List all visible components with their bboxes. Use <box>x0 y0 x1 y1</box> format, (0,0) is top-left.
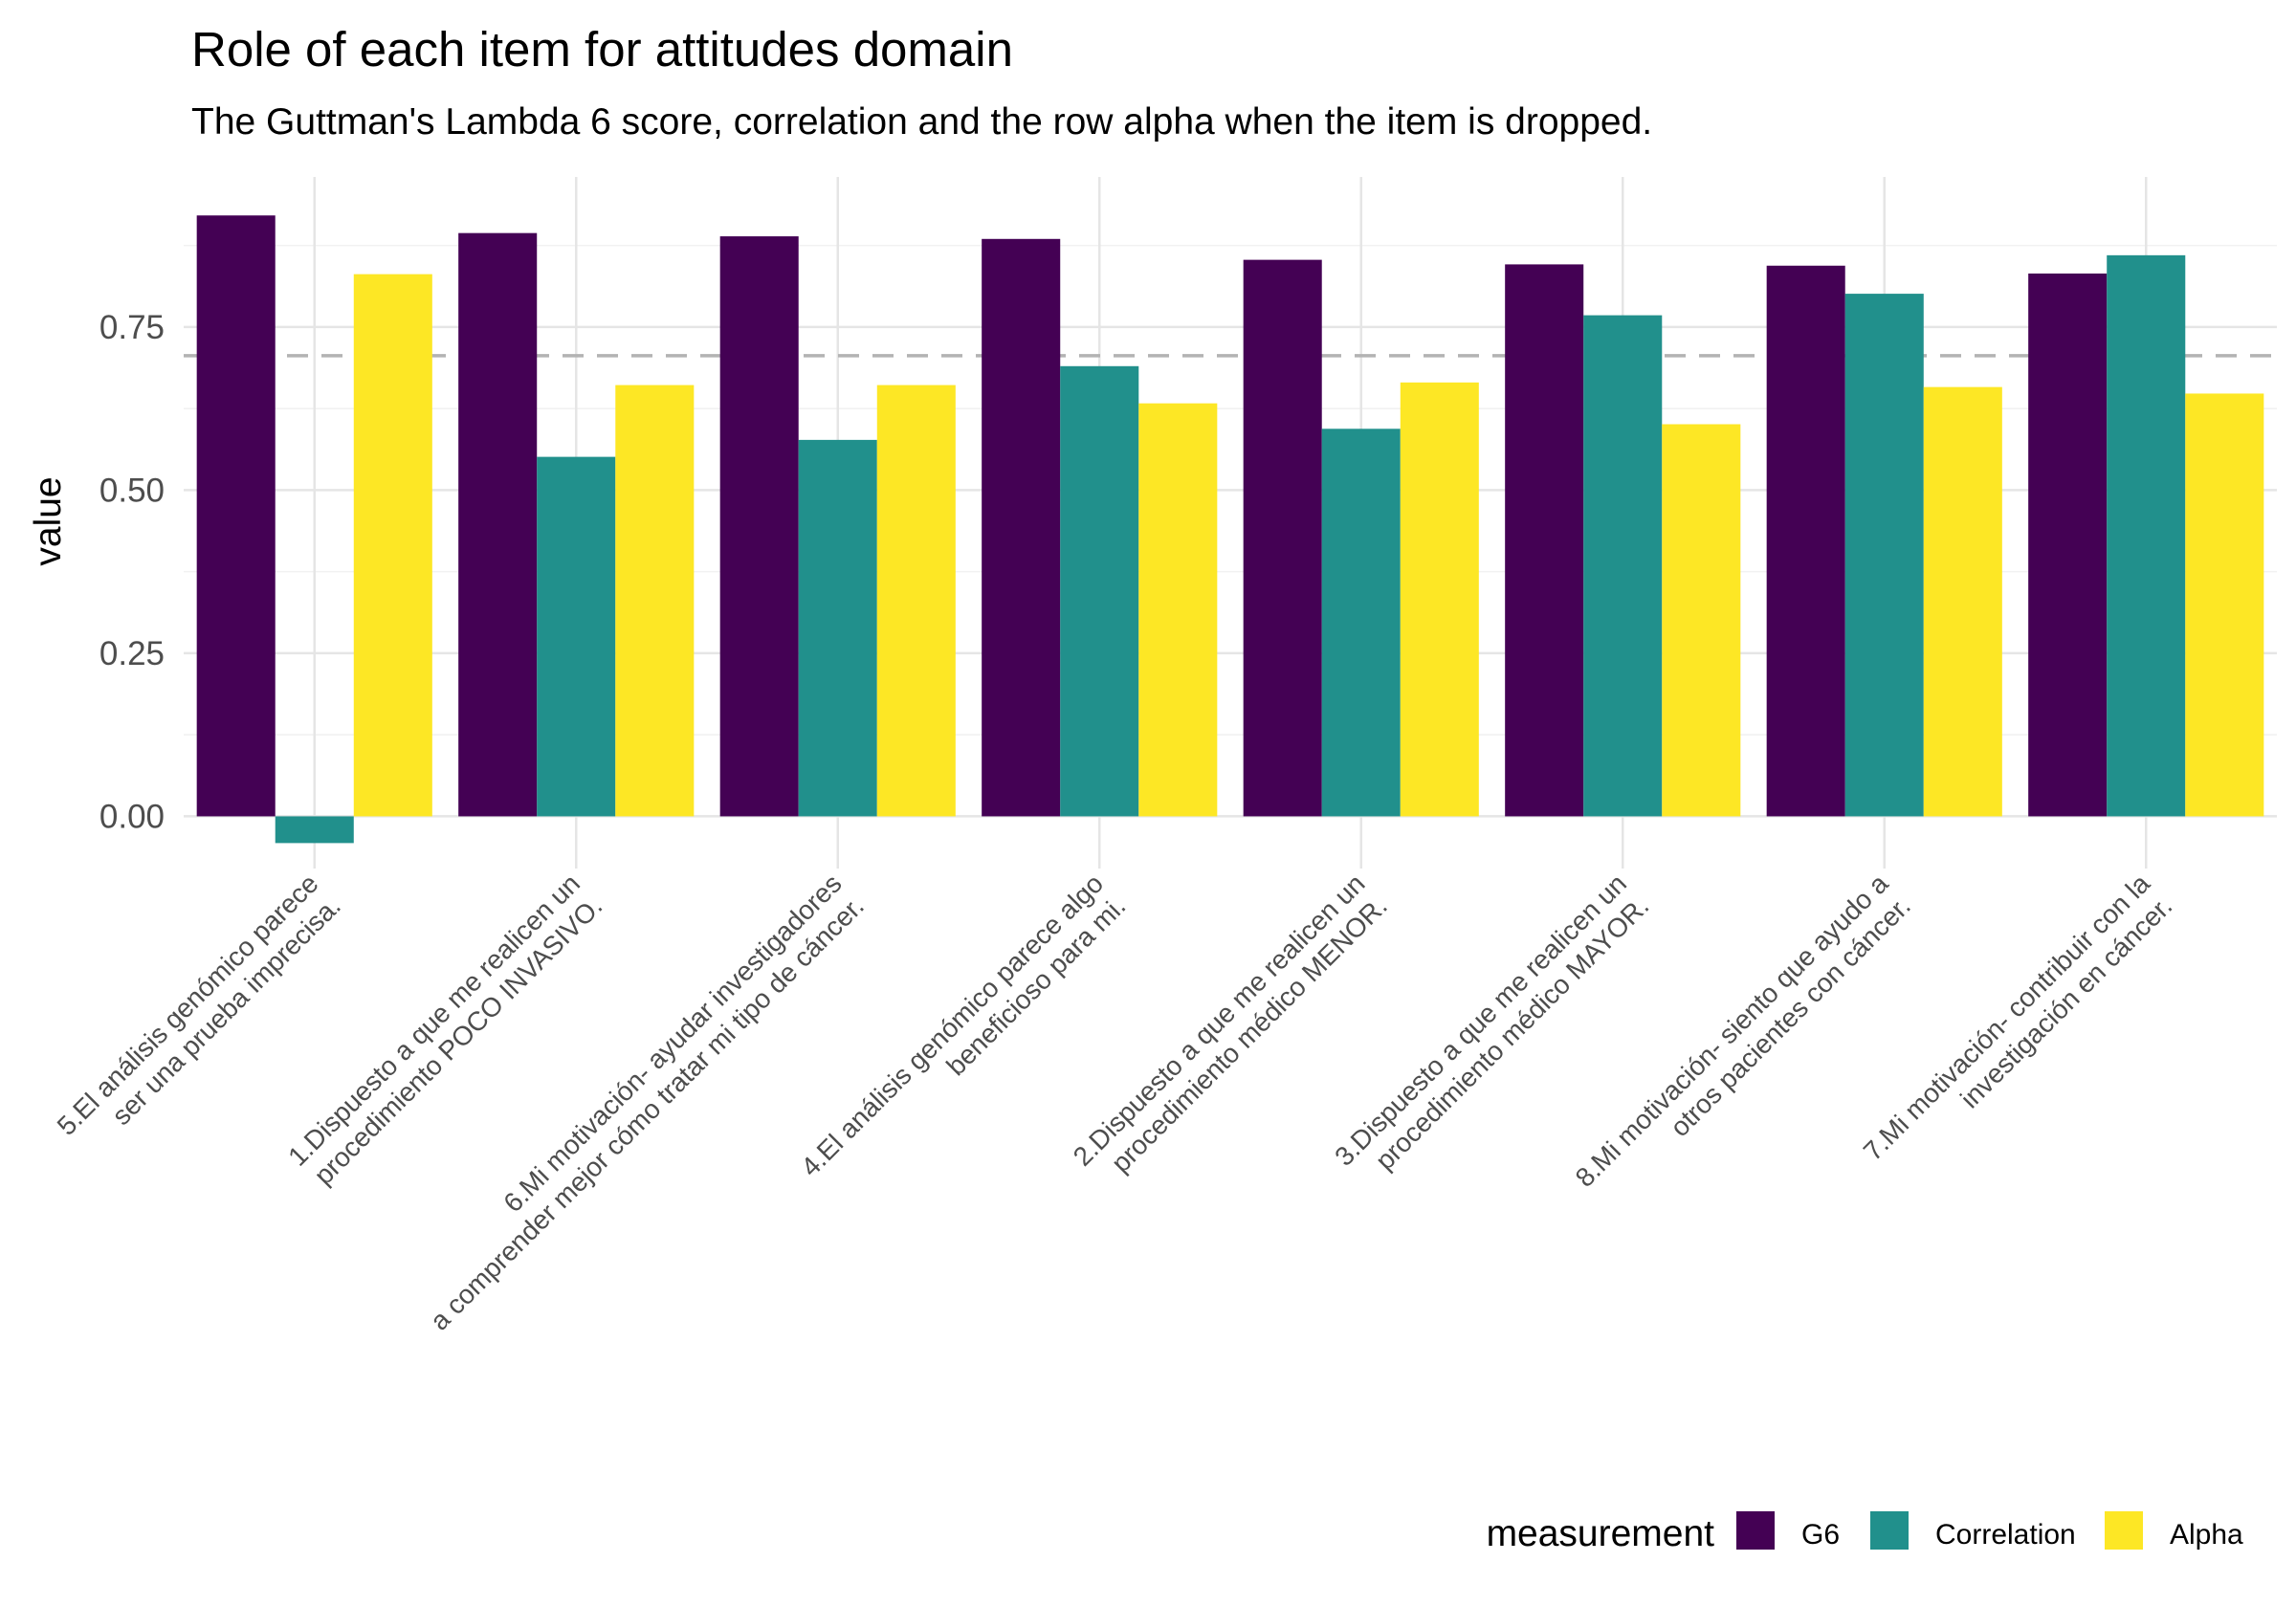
bar-correlation-4 <box>1060 365 1139 817</box>
legend-label-correlation: Correlation <box>1935 1519 2076 1551</box>
y-axis-label: value <box>28 476 69 565</box>
bar-correlation-5 <box>1321 429 1401 817</box>
bar-g6-8 <box>2028 273 2108 817</box>
bar-alpha-4 <box>1138 403 1218 817</box>
bar-alpha-3 <box>876 385 956 817</box>
bar-layer <box>196 215 2264 844</box>
legend-title: measurement <box>1487 1513 1715 1554</box>
legend-label-alpha: Alpha <box>2170 1519 2243 1551</box>
bar-correlation-7 <box>1844 294 1924 817</box>
legend: measurement G6 Correlation Alpha <box>1487 1511 2243 1554</box>
x-tick-label-line: 5.El análisis genómico parece <box>52 869 324 1141</box>
x-tick-label: 6.Mi motivación- ayudar investigadoresa … <box>425 869 870 1336</box>
bar-g6-6 <box>1505 264 1584 817</box>
y-tick-label: 0.25 <box>99 635 165 672</box>
y-tick-label: 0.00 <box>99 798 165 835</box>
bar-alpha-6 <box>1662 424 1741 817</box>
x-tick-label-line: investigación en cáncer. <box>1954 891 2177 1113</box>
bar-correlation-2 <box>537 456 616 817</box>
bar-g6-7 <box>1766 265 1845 817</box>
bar-g6-3 <box>719 236 799 817</box>
bar-alpha-1 <box>353 274 432 817</box>
bar-correlation-3 <box>798 439 877 817</box>
bar-alpha-2 <box>615 385 695 817</box>
bar-correlation-8 <box>2107 254 2186 817</box>
legend-key-alpha <box>2105 1511 2143 1550</box>
legend-key-g6 <box>1736 1511 1775 1550</box>
bar-correlation-1 <box>275 816 354 844</box>
legend-key-correlation <box>1870 1511 1909 1550</box>
x-tick-label-line: otros pacientes con cáncer. <box>1665 891 1916 1142</box>
bar-g6-4 <box>982 238 1061 817</box>
chart-title: Role of each item for attitudes domain <box>191 22 1013 77</box>
x-tick-label-line: ser una prueba imprecisa. <box>106 891 346 1131</box>
y-tick-layer: 0.00 0.25 0.50 0.75 <box>99 309 165 836</box>
bar-g6-5 <box>1243 259 1322 817</box>
bar-alpha-7 <box>1923 386 2002 817</box>
y-tick-label: 0.75 <box>99 309 165 346</box>
bar-alpha-8 <box>2185 393 2264 817</box>
bar-alpha-5 <box>1400 382 1479 817</box>
y-tick-label: 0.50 <box>99 472 165 509</box>
chart-subtitle: The Guttman's Lambda 6 score, correlatio… <box>191 101 1653 143</box>
legend-label-g6: G6 <box>1801 1519 1840 1551</box>
bar-g6-1 <box>196 215 276 817</box>
bar-g6-2 <box>458 232 538 817</box>
bar-correlation-6 <box>1583 315 1663 817</box>
